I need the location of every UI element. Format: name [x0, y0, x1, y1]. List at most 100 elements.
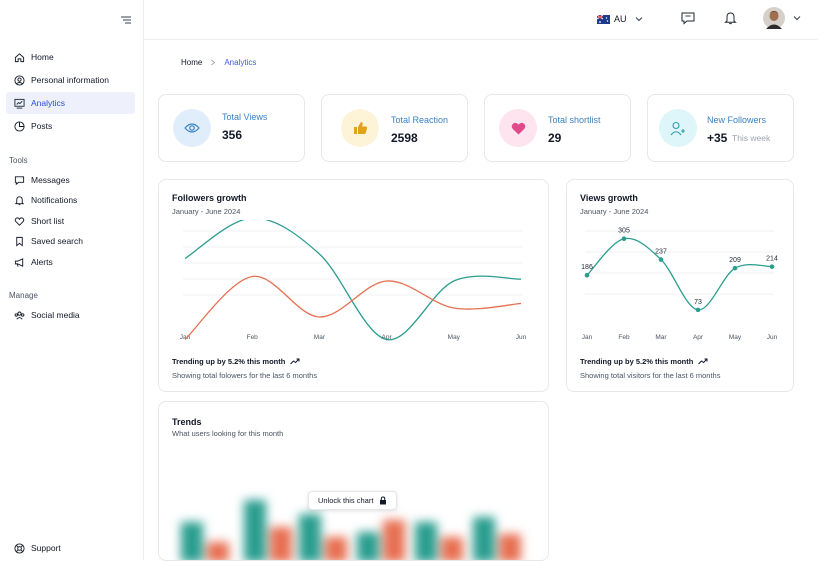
stat-card-total-views: Total Views 356	[158, 94, 305, 162]
locale-selector[interactable]: AU	[597, 12, 643, 26]
trending-up-icon	[290, 358, 300, 365]
user-circle-icon	[14, 74, 25, 86]
heart-icon	[511, 122, 525, 134]
card-title: Views growth	[580, 193, 638, 203]
data-point	[695, 307, 701, 313]
stat-label: Total Views	[222, 112, 268, 122]
sidebar-item-label: Home	[31, 52, 54, 62]
sidebar: Home Personal information Analytics Post…	[0, 0, 144, 560]
trends-card: Trends What users looking for this month…	[158, 401, 549, 561]
followers-chart: Jan Feb Mar Apr May Jun	[180, 220, 527, 341]
x-tick-label: Jan	[180, 334, 191, 341]
trending-up-icon	[698, 358, 708, 365]
stat-label: Total Reaction	[391, 115, 449, 125]
data-label: 73	[694, 299, 702, 306]
data-point	[658, 257, 664, 262]
chevron-right-icon	[211, 59, 216, 66]
stat-icon-wrap	[341, 109, 379, 147]
stat-card-new-followers: New Followers +35 This week	[647, 94, 794, 162]
breadcrumb: Home Analytics	[181, 58, 256, 67]
sidebar-item-posts[interactable]: Posts	[6, 115, 135, 137]
data-point	[769, 264, 775, 269]
user-menu[interactable]	[763, 7, 801, 29]
heart-icon	[14, 216, 25, 226]
card-title: Trends	[172, 417, 202, 427]
blurred-trends-chart	[181, 500, 521, 560]
series-line	[586, 237, 773, 311]
user-plus-icon	[670, 121, 685, 135]
sidebar-item-home[interactable]: Home	[6, 46, 135, 68]
card-subtitle: January - June 2024	[580, 207, 649, 216]
chevron-down-icon	[793, 16, 801, 21]
series-line	[184, 220, 522, 341]
stat-period: This week	[732, 133, 771, 143]
breadcrumb-home[interactable]: Home	[181, 58, 203, 67]
sidebar-item-saved-search[interactable]: Saved search	[6, 230, 135, 252]
eye-icon	[184, 123, 200, 133]
sidebar-item-analytics[interactable]: Analytics	[6, 92, 135, 114]
trend-text: Trending up by 5.2% this month	[172, 357, 286, 366]
sidebar-item-short-list[interactable]: Short list	[6, 210, 135, 232]
message-icon	[14, 175, 25, 185]
x-tick-label: Mar	[314, 334, 326, 341]
trend-footer: Showing total folowers for the last 6 mo…	[172, 371, 318, 380]
x-tick-label: Jan	[582, 334, 593, 341]
breadcrumb-current: Analytics	[224, 58, 257, 67]
stat-value: +35	[707, 131, 728, 145]
data-label: 237	[655, 249, 667, 256]
chat-icon[interactable]	[681, 12, 695, 25]
australia-flag-icon	[597, 14, 610, 24]
card-subtitle: What users looking for this month	[172, 429, 284, 438]
sidebar-item-label: Personal information	[31, 75, 109, 85]
x-tick-label: Mar	[655, 334, 667, 341]
sidebar-item-label: Saved search	[31, 236, 83, 246]
views-growth-card: Views growth January - June 2024 Jan Feb M…	[566, 179, 794, 392]
x-tick-label: May	[729, 334, 742, 341]
sidebar-item-label: Analytics	[31, 98, 66, 108]
bell-icon[interactable]	[724, 11, 737, 25]
sidebar-item-social-media[interactable]: Social media	[6, 304, 135, 326]
stat-icon-wrap	[173, 109, 211, 147]
stat-value: 356	[222, 128, 243, 142]
data-label: 305	[618, 228, 630, 235]
stat-card-total-reaction: Total Reaction 2598	[321, 94, 468, 162]
x-tick-label: Apr	[693, 334, 704, 341]
bell-icon	[14, 195, 25, 205]
menu-toggle-icon[interactable]	[120, 14, 132, 26]
trend-line: Trending up by 5.2% this month	[172, 357, 300, 366]
views-chart: Jan Feb Mar Apr May Jun 186 305 237 73 209 214	[581, 228, 778, 341]
sidebar-item-messages[interactable]: Messages	[6, 169, 135, 191]
stat-label: New Followers	[707, 115, 767, 125]
stat-icon-wrap	[659, 109, 697, 147]
sidebar-item-label: Social media	[31, 310, 80, 320]
data-point	[621, 236, 627, 242]
x-tick-label: Jun	[767, 334, 778, 341]
stat-value: 29	[548, 131, 562, 145]
data-label: 186	[581, 264, 593, 271]
support-icon	[14, 542, 25, 554]
home-icon	[14, 52, 25, 62]
stat-card-total-shortlist: Total shortlist 29	[484, 94, 631, 162]
x-tick-label: Jun	[516, 334, 527, 341]
trend-line: Trending up by 5.2% this month	[580, 357, 708, 366]
sidebar-item-notifications[interactable]: Notifications	[6, 189, 135, 211]
data-label: 214	[766, 256, 778, 263]
stat-label: Total shortlist	[548, 115, 601, 125]
card-title: Followers growth	[172, 193, 247, 203]
sidebar-item-personal-information[interactable]: Personal information	[6, 69, 135, 91]
sidebar-item-support[interactable]: Support	[6, 537, 135, 559]
users-icon	[14, 311, 25, 319]
trend-text: Trending up by 5.2% this month	[580, 357, 694, 366]
sidebar-item-alerts[interactable]: Alerts	[6, 251, 135, 273]
unlock-chart-button[interactable]: Unlock this chart	[308, 491, 398, 510]
thumbs-up-icon	[353, 122, 367, 134]
x-tick-label: Feb	[247, 334, 259, 341]
sidebar-item-label: Alerts	[31, 257, 53, 267]
manage-section-label: Manage	[9, 291, 38, 300]
locale-label: AU	[614, 14, 627, 24]
sidebar-item-label: Short list	[31, 216, 65, 226]
pie-chart-icon	[14, 120, 25, 132]
sidebar-item-label: Notifications	[31, 195, 78, 205]
top-bar: AU	[144, 0, 818, 40]
x-tick-label: Feb	[618, 334, 630, 341]
